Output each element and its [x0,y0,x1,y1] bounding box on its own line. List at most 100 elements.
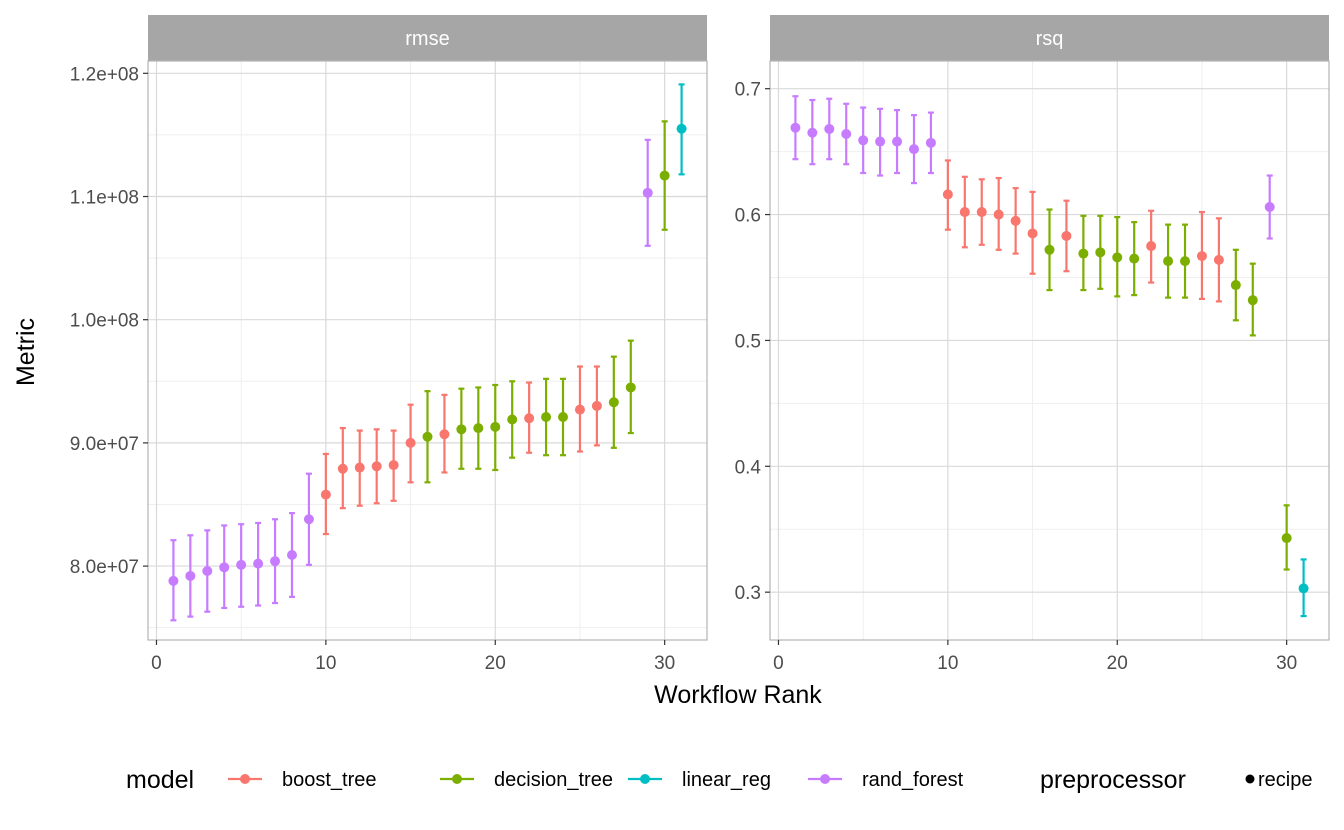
data-point [676,123,687,134]
panel-background [148,61,707,640]
data-point [1078,248,1089,259]
panel-border [769,60,1330,641]
data-point [388,460,399,471]
facet-strip-rsq [770,15,1329,61]
legend-title-preprocessor: preprocessor [1040,766,1186,794]
data-point-group [574,365,585,453]
legend-entry-label: decision_tree [494,769,613,791]
data-point-group [524,381,535,454]
data-point [1095,247,1106,258]
data-point-group [908,114,919,185]
data-point [908,144,919,155]
data-point [168,575,179,586]
y-tick-label: 0.5 [735,331,761,352]
data-point [558,412,569,423]
data-point [1146,241,1157,252]
data-point [1247,295,1258,306]
panels-layer: rmse 0 10 20 30 8.0e+07 9.0e+07 1.0e+08 1.1e+08 1… [70,15,1330,674]
legend-entry-label: rand_forest [862,769,964,791]
data-point [1027,228,1038,239]
data-point [371,461,382,472]
data-point-group [1264,174,1275,240]
x-axis-title: Workflow Rank [654,681,822,709]
x-tick-label: 30 [1276,653,1297,674]
data-point [507,414,518,425]
data-point [942,189,953,200]
data-point [1180,256,1191,267]
data-point-group [1180,223,1191,299]
legend-entry-label: recipe [1258,769,1312,791]
y-tick-label: 0.6 [735,206,761,227]
data-point-group [1129,221,1140,297]
data-point [642,187,653,198]
data-point-group [1112,215,1123,298]
data-point [541,412,552,423]
legend-key-point [820,774,830,784]
x-tick-label: 10 [315,653,336,674]
data-point-group [185,534,196,618]
data-point-group [168,539,179,622]
data-point [875,136,886,147]
legend-key-point [1245,774,1255,784]
data-point-group [1095,214,1106,290]
data-point-group [1247,262,1258,337]
data-point [959,207,970,218]
data-point [1044,244,1055,255]
data-point [892,136,903,147]
data-point-group [320,452,331,536]
data-point [1298,583,1309,594]
data-point-group [286,512,297,598]
data-point-group [892,108,903,175]
data-point-group [1281,504,1292,571]
data-point [354,462,365,473]
data-point-group [388,429,399,502]
data-point [591,400,602,411]
data-point-group [371,428,382,505]
x-tick-label: 10 [937,653,958,674]
data-point-group [236,523,247,608]
data-point [976,207,987,218]
legend-entry-rand-forest: rand_forest [808,769,964,791]
x-tick-label: 0 [773,653,784,674]
legend: model boost_tree decision_tree linear_reg r… [126,766,1312,794]
y-tick-label: 8.0e+07 [70,557,139,578]
data-point [422,431,433,442]
data-point-group [1044,208,1055,292]
legend-key-point [640,774,650,784]
data-point [574,404,585,415]
data-point-group [422,390,433,484]
data-point-group [807,98,818,166]
legend-entry-decision-tree: decision_tree [440,769,613,791]
data-point [303,514,314,525]
data-point-group [1078,214,1089,292]
data-point [625,382,636,393]
data-point-group [1196,210,1207,300]
facet-label-rmse: rmse [405,28,449,50]
facet-label-rsq: rsq [1036,28,1064,50]
legend-entry-label: boost_tree [282,769,377,791]
legend-preprocessor-entries: recipe [1245,769,1312,791]
data-point-group [456,387,467,470]
data-point [1129,253,1140,264]
data-point-group [642,138,653,247]
data-point-group [790,95,801,161]
data-point [824,123,835,134]
data-point [1163,256,1174,267]
legend-key-point [240,774,250,784]
data-point [286,549,297,560]
panel-background [770,61,1329,640]
data-point [1061,230,1072,241]
data-point-group [1298,558,1309,618]
data-point [807,127,818,138]
data-point-group [558,377,569,457]
data-point [790,122,801,133]
data-point [608,397,619,408]
facet-strip-rmse [148,15,707,61]
data-point-group [824,97,835,161]
data-point-group [591,365,602,447]
data-point [993,209,1004,220]
data-point [219,562,230,573]
legend-key-point [452,774,462,784]
